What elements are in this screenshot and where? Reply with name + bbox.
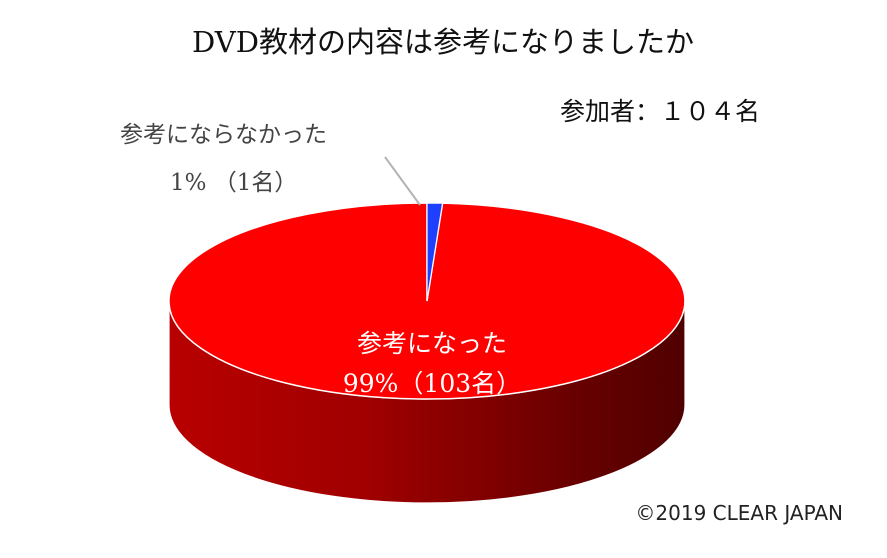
participant-count: 参加者：１０４名 (560, 97, 760, 126)
chart-title: DVD教材の内容は参考になりましたか (192, 25, 694, 59)
slice-helpful-percent: 99%（103名） (343, 369, 521, 398)
copyright-text: ©2019 CLEAR JAPAN (635, 501, 843, 525)
slice-not-helpful-percent: 1% （1名） (170, 170, 297, 196)
slice-not-helpful-label: 参考にならなかった (120, 122, 327, 148)
leader-line (384, 156, 421, 206)
slice-helpful-label: 参考になった (357, 329, 507, 358)
pie-3d-group (168, 202, 686, 504)
slice-not-helpful (426, 202, 444, 302)
